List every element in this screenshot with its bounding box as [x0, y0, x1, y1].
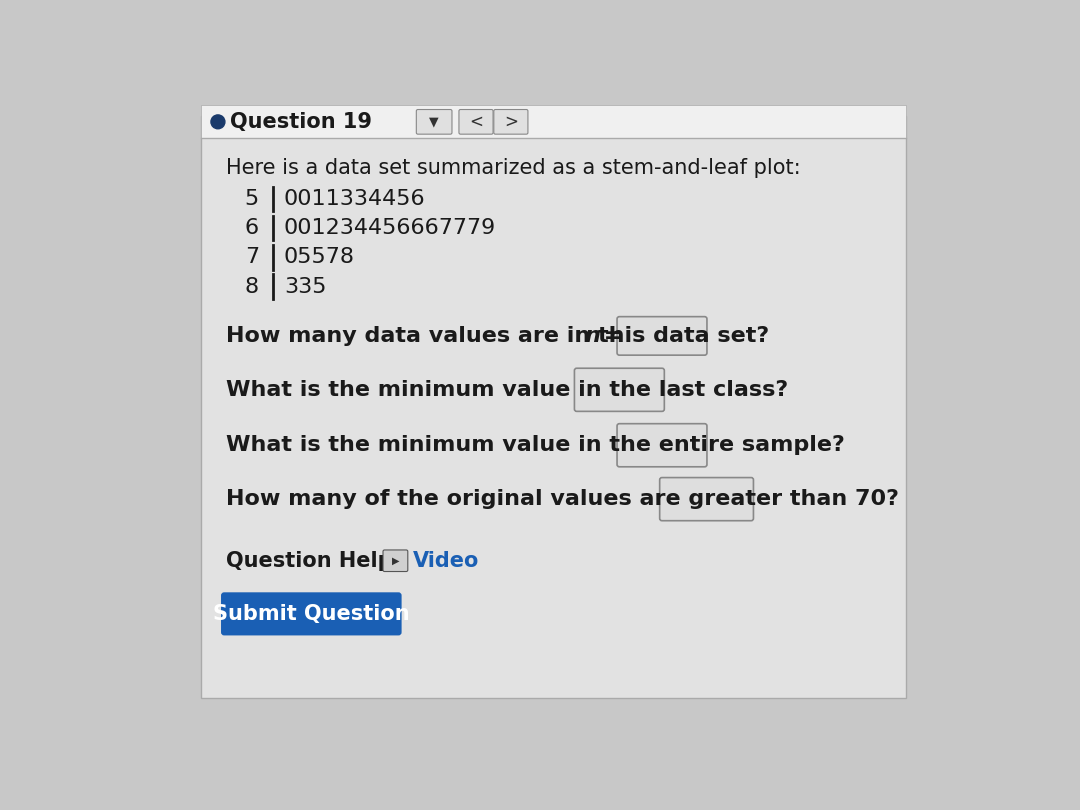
Text: Video: Video	[413, 551, 478, 571]
Text: Here is a data set summarized as a stem-and-leaf plot:: Here is a data set summarized as a stem-…	[227, 158, 801, 178]
FancyBboxPatch shape	[201, 105, 906, 138]
Text: ▶: ▶	[392, 556, 400, 565]
FancyBboxPatch shape	[617, 424, 707, 467]
Text: Question Help:: Question Help:	[227, 551, 402, 571]
Text: What is the minimum value in the entire sample?: What is the minimum value in the entire …	[227, 435, 846, 455]
Text: 6: 6	[245, 218, 259, 238]
Text: 8: 8	[245, 277, 259, 296]
Text: 335: 335	[284, 277, 326, 296]
FancyBboxPatch shape	[494, 109, 528, 134]
Text: How many data values are in this data set?: How many data values are in this data se…	[227, 326, 778, 346]
FancyBboxPatch shape	[416, 109, 451, 134]
FancyBboxPatch shape	[575, 369, 664, 411]
Text: 001234456667779: 001234456667779	[284, 218, 496, 238]
Text: 0011334456: 0011334456	[284, 189, 426, 209]
FancyBboxPatch shape	[459, 109, 494, 134]
Text: =: =	[596, 326, 622, 346]
Text: >: >	[504, 113, 518, 131]
Text: n: n	[584, 326, 600, 346]
FancyBboxPatch shape	[221, 592, 402, 635]
Circle shape	[211, 115, 225, 129]
Text: 05578: 05578	[284, 247, 355, 267]
FancyBboxPatch shape	[201, 117, 906, 697]
Text: ▼: ▼	[430, 115, 438, 128]
Text: How many of the original values are greater than 70?: How many of the original values are grea…	[227, 489, 900, 509]
Text: What is the minimum value in the last class?: What is the minimum value in the last cl…	[227, 380, 788, 400]
FancyBboxPatch shape	[383, 550, 408, 572]
Text: 5: 5	[245, 189, 259, 209]
FancyBboxPatch shape	[617, 317, 707, 355]
Text: <: <	[469, 113, 483, 131]
FancyBboxPatch shape	[660, 478, 754, 521]
Text: Question 19: Question 19	[230, 112, 372, 132]
Text: Submit Question: Submit Question	[214, 604, 410, 624]
Text: 7: 7	[245, 247, 259, 267]
